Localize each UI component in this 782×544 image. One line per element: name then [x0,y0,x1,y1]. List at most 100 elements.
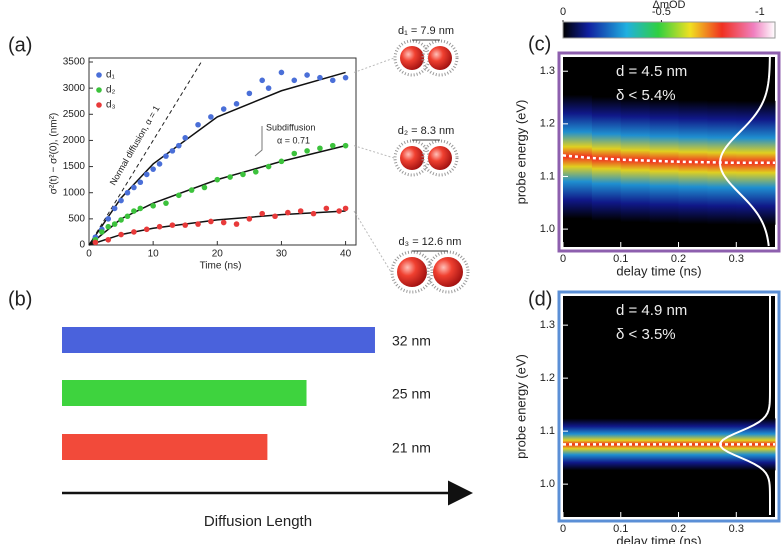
data-point [131,229,137,235]
annotation: Subdiffusion [266,122,315,132]
y-tick-label: 1.2 [540,118,555,130]
ligand-shell [390,250,434,294]
y-tick-label: 2000 [63,135,86,146]
data-point [176,192,182,199]
x-axis-label: delay time (ns) [616,533,701,544]
data-point [163,153,169,159]
data-point [195,221,201,227]
data-point [342,74,349,81]
data-point [246,216,253,222]
legend-label: d₁ [106,70,116,81]
y-tick-label: 0 [79,240,85,251]
data-point [291,150,298,157]
data-point [150,202,156,209]
x-tick-label: 0.3 [729,523,744,535]
y-tick-label: 1500 [63,161,86,172]
nanocrystal [397,257,427,287]
ligand-shell [421,139,459,177]
data-point [182,222,189,228]
data-point [143,226,150,233]
legend-swatch [96,72,102,78]
data-point [118,197,124,204]
x-tick-label: 10 [148,249,160,260]
y-tick-label: 2500 [63,109,86,120]
data-point [124,189,131,196]
x-tick-label: 0.2 [671,523,686,535]
data-point [169,222,176,228]
annotation: d = 4.9 nm [616,302,687,319]
x-tick-label: 0 [560,253,566,265]
y-tick-label: 1.3 [540,319,555,331]
data-point [259,77,265,84]
data-point [310,210,317,217]
data-point [99,229,105,235]
spectrum-profile [719,56,771,247]
y-tick-label: 1.0 [540,223,555,235]
bar [62,380,307,406]
y-tick-label: 1.1 [540,425,555,437]
x-tick-label: 0.3 [729,253,744,265]
data-point [131,208,137,214]
data-point [246,90,253,97]
x-tick-label: 0 [86,249,92,260]
data-point [291,77,298,84]
annotation: d = 4.5 nm [616,63,687,80]
plot-frame [88,57,357,246]
data-point [169,148,176,154]
data-point [278,69,285,76]
data-point [92,239,99,246]
data-point [278,158,285,165]
data-point [214,176,221,183]
heatmap-bg [563,296,775,517]
y-tick-label: 3000 [63,83,86,94]
value-label: 32 nm [392,333,431,349]
data-point [176,142,182,149]
colorbar-tick-label: -1 [755,6,765,18]
legend-swatch [96,102,102,108]
data-point [240,171,246,178]
data-point [259,210,265,217]
data-point [131,184,137,191]
data-point [105,223,112,230]
colorbar [562,21,776,39]
x-axis-label: delay time (ns) [616,263,701,278]
data-point [105,236,112,243]
y-tick-label: 1.2 [540,372,555,384]
data-point [124,213,131,220]
callout-line [353,57,395,73]
data-point [111,205,118,212]
x-axis-label: Time (ns) [200,261,242,272]
colorbar-title: ΔmOD [652,0,685,11]
x-tick-label: 0.2 [671,253,686,265]
panel-label: (c) [528,33,551,55]
data-point [118,231,124,238]
data-point [137,205,144,212]
y-tick-label: 3500 [63,57,86,68]
data-point [188,187,195,193]
data-point [304,72,310,78]
legend-label: d₂ [106,85,116,96]
legend-swatch [96,87,102,93]
y-tick-label: 1.1 [540,170,555,182]
data-point [111,221,118,227]
heatmap-band [563,418,776,471]
value-label: 21 nm [392,440,431,456]
nanocrystal [433,257,463,287]
x-tick-label: 0.1 [613,523,628,535]
annotation: Normal diffusion, α = 1 [108,104,162,187]
data-point [233,101,240,107]
data-point [317,145,323,152]
y-axis-label: probe energy (eV) [513,354,528,459]
data-point [137,179,144,186]
data-point [342,205,349,212]
y-tick-label: 1000 [63,187,86,198]
data-point [265,163,272,170]
data-point [272,213,278,220]
data-point [105,216,112,222]
y-tick-label: 1.0 [540,478,555,490]
callout-line [353,145,395,159]
data-point [150,166,156,172]
data-point [182,135,189,141]
